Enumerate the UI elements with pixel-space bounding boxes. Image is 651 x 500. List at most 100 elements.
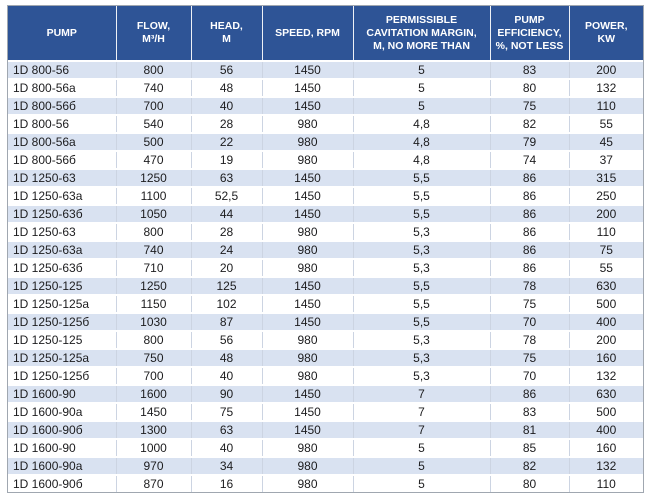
table-row: 1D 800-56б 470 19 980 4,8 74 37 [8, 150, 643, 169]
cell-efficiency: 75 [489, 294, 569, 313]
cell-head: 48 [190, 78, 262, 97]
cell-flow: 1030 [115, 312, 191, 331]
table-row: 1D 1250-63 800 28 980 5,3 86 110 [8, 222, 643, 241]
column-header-cavitation-margin: PERMISSIBLE CAVITATION MARGIN, M, NO MOR… [352, 6, 490, 61]
cell-flow: 500 [115, 132, 191, 151]
cell-cavitation-margin: 5 [352, 60, 490, 79]
cell-power: 55 [568, 114, 643, 133]
cell-head: 125 [190, 276, 262, 295]
cell-power: 315 [568, 168, 643, 187]
cell-cavitation-margin: 5 [352, 438, 490, 457]
cell-pump: 1D 800-56 [8, 114, 116, 133]
cell-pump: 1D 1250-125б [8, 312, 116, 331]
cell-efficiency: 86 [489, 168, 569, 187]
table-row: 1D 1250-63б 710 20 980 5,3 86 55 [8, 258, 643, 277]
cell-speed: 1450 [261, 294, 353, 313]
cell-cavitation-margin: 7 [352, 402, 490, 421]
cell-head: 63 [190, 420, 262, 439]
cell-speed: 980 [261, 132, 353, 151]
cell-pump: 1D 1600-90 [8, 384, 116, 403]
cell-speed: 1450 [261, 420, 353, 439]
table-row: 1D 1600-90a 1450 75 1450 7 83 500 [8, 402, 643, 421]
cell-flow: 750 [115, 348, 191, 367]
cell-flow: 800 [115, 60, 191, 79]
cell-pump: 1D 1600-90a [8, 456, 116, 475]
cell-flow: 1250 [115, 276, 191, 295]
column-header-efficiency: PUMP EFFICIENCY, %, NOT LESS [489, 6, 569, 61]
cell-speed: 1450 [261, 168, 353, 187]
cell-head: 63 [190, 168, 262, 187]
cell-efficiency: 86 [489, 186, 569, 205]
table-row: 1D 800-56 540 28 980 4,8 82 55 [8, 114, 643, 133]
cell-cavitation-margin: 5,5 [352, 204, 490, 223]
cell-flow: 1000 [115, 438, 191, 457]
cell-power: 200 [568, 330, 643, 349]
cell-speed: 1450 [261, 60, 353, 79]
cell-speed: 980 [261, 150, 353, 169]
cell-speed: 1450 [261, 384, 353, 403]
cell-flow: 970 [115, 456, 191, 475]
cell-flow: 1450 [115, 402, 191, 421]
cell-efficiency: 86 [489, 222, 569, 241]
cell-flow: 800 [115, 330, 191, 349]
table-row: 1D 800-56 800 56 1450 5 83 200 [8, 60, 643, 79]
cell-flow: 470 [115, 150, 191, 169]
table-row: 1D 1250-125б 700 40 980 5,3 70 132 [8, 366, 643, 385]
column-header-speed: SPEED, RPM [261, 6, 353, 61]
cell-flow: 700 [115, 96, 191, 115]
cell-head: 16 [190, 474, 262, 492]
cell-efficiency: 78 [489, 330, 569, 349]
cell-efficiency: 85 [489, 438, 569, 457]
cell-power: 55 [568, 258, 643, 277]
column-header-flow: FLOW, M³/H [115, 6, 191, 61]
cell-efficiency: 74 [489, 150, 569, 169]
cell-power: 630 [568, 384, 643, 403]
header-row: PUMP FLOW, M³/H HEAD, M SPEED, RPM PERMISSIB… [8, 6, 643, 61]
cell-pump: 1D 1600-90 [8, 438, 116, 457]
cell-efficiency: 86 [489, 204, 569, 223]
cell-cavitation-margin: 5,3 [352, 222, 490, 241]
pump-specification-table: PUMP FLOW, M³/H HEAD, M SPEED, RPM PERMISSIB… [7, 5, 644, 493]
cell-head: 75 [190, 402, 262, 421]
cell-efficiency: 70 [489, 366, 569, 385]
cell-efficiency: 82 [489, 456, 569, 475]
column-header-power: POWER, KW [568, 6, 643, 61]
table-row: 1D 1600-90б 1300 63 1450 7 81 400 [8, 420, 643, 439]
cell-power: 75 [568, 240, 643, 259]
cell-power: 400 [568, 312, 643, 331]
cell-flow: 1250 [115, 168, 191, 187]
cell-cavitation-margin: 7 [352, 384, 490, 403]
cell-speed: 980 [261, 114, 353, 133]
cell-cavitation-margin: 5,5 [352, 294, 490, 313]
cell-efficiency: 83 [489, 60, 569, 79]
cell-cavitation-margin: 5,3 [352, 240, 490, 259]
table-row: 1D 1250-63a 1100 52,5 1450 5,5 86 250 [8, 186, 643, 205]
cell-flow: 700 [115, 366, 191, 385]
cell-head: 24 [190, 240, 262, 259]
cell-pump: 1D 800-56 [8, 60, 116, 79]
cell-head: 22 [190, 132, 262, 151]
cell-speed: 1450 [261, 204, 353, 223]
cell-speed: 1450 [261, 96, 353, 115]
cell-speed: 1450 [261, 78, 353, 97]
cell-flow: 1050 [115, 204, 191, 223]
cell-power: 37 [568, 150, 643, 169]
cell-head: 87 [190, 312, 262, 331]
cell-efficiency: 86 [489, 240, 569, 259]
cell-head: 20 [190, 258, 262, 277]
cell-cavitation-margin: 5,5 [352, 276, 490, 295]
cell-cavitation-margin: 5 [352, 474, 490, 492]
cell-pump: 1D 1250-125 [8, 330, 116, 349]
table-body: 1D 800-56 800 56 1450 5 83 200 1D 800-56a 740 48 1… [8, 60, 643, 492]
cell-cavitation-margin: 5,5 [352, 186, 490, 205]
table-row: 1D 1250-63б 1050 44 1450 5,5 86 200 [8, 204, 643, 223]
cell-cavitation-margin: 5 [352, 78, 490, 97]
cell-speed: 980 [261, 222, 353, 241]
table-row: 1D 1600-90б 870 16 980 5 80 110 [8, 474, 643, 492]
cell-flow: 1100 [115, 186, 191, 205]
cell-power: 160 [568, 438, 643, 457]
cell-speed: 980 [261, 330, 353, 349]
cell-efficiency: 81 [489, 420, 569, 439]
cell-flow: 540 [115, 114, 191, 133]
cell-efficiency: 75 [489, 96, 569, 115]
